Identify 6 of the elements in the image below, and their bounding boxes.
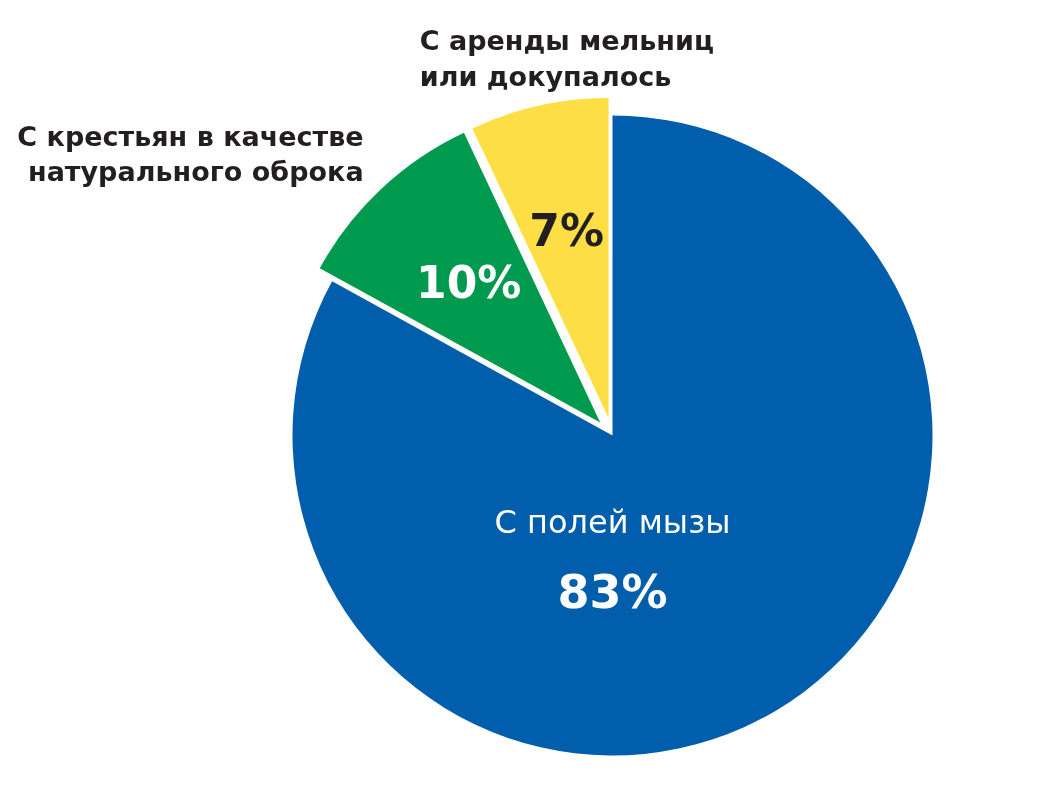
data-label: 83%	[557, 565, 668, 620]
slice-label: С полей мызы	[494, 502, 731, 541]
slice-label: С крестьян в качестве натурального оброка	[17, 120, 364, 188]
data-label: 10%	[416, 256, 522, 308]
slice-label: С аренды мельниц или докупалось	[419, 25, 714, 93]
data-label: 7%	[529, 205, 605, 257]
